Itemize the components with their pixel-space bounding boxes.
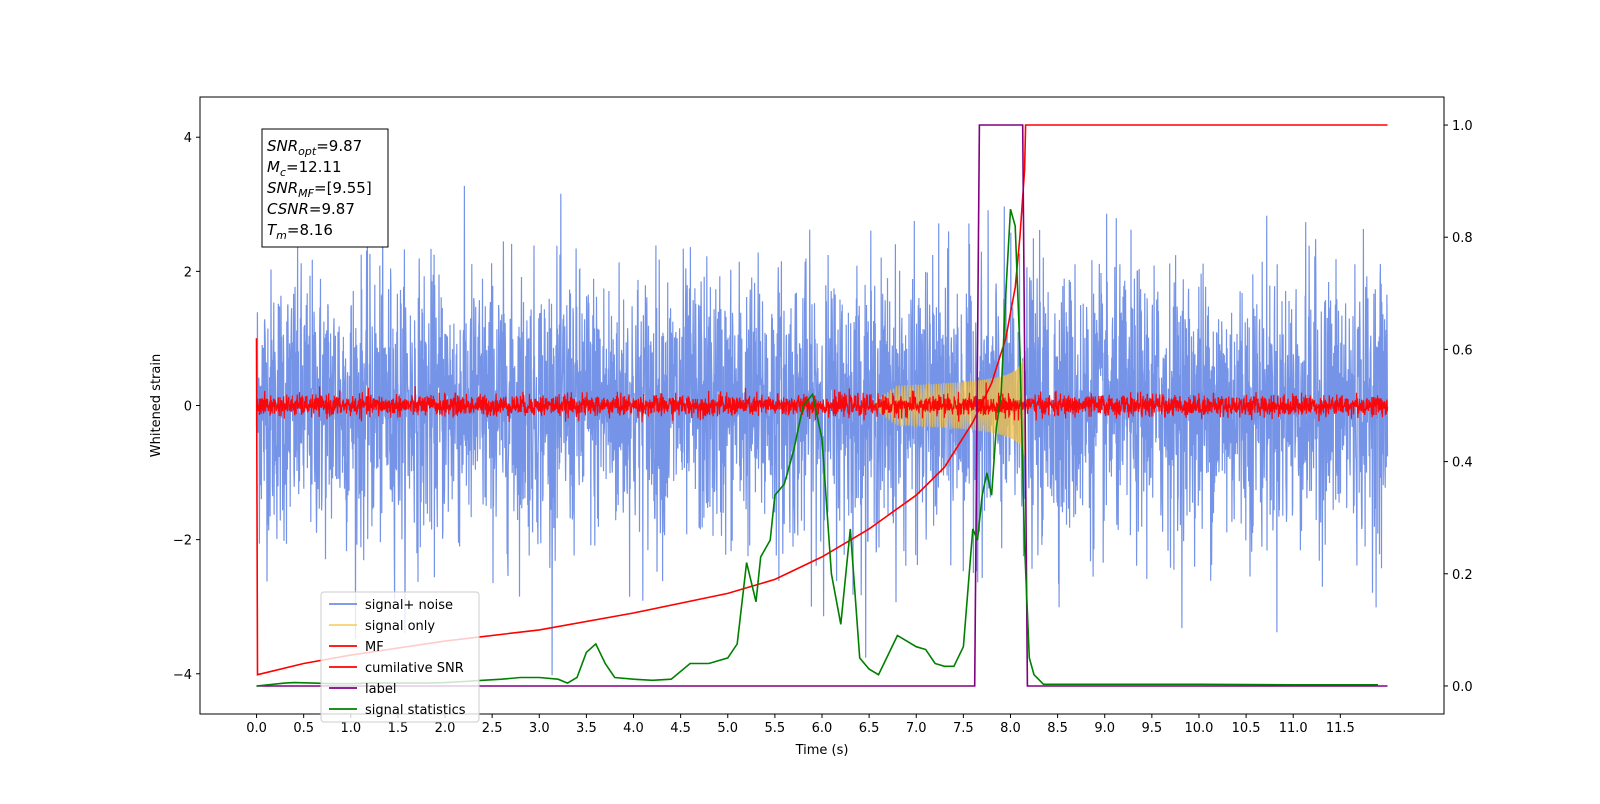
x-tick-label: 2.5 xyxy=(482,721,503,736)
y-tick-label: −2 xyxy=(173,534,192,549)
x-axis: 0.0 0.5 1.0 1.5 2.0 2.5 3.0 3.5 4.0 4.5 5.0 5.5 6.0 6… xyxy=(246,714,1355,736)
legend-frame xyxy=(320,591,480,723)
x-tick-label: 11.5 xyxy=(1326,721,1355,736)
x-tick-label: 3.0 xyxy=(529,721,550,736)
annotation-frame xyxy=(261,128,389,248)
legend-entry: signal+ noise xyxy=(365,598,453,613)
series-signal-noise xyxy=(255,185,1389,676)
y-tick-label: −4 xyxy=(173,668,192,683)
series-signal-only xyxy=(868,350,1027,461)
legend-entry: MF xyxy=(365,640,384,655)
y2-tick-label: 0.8 xyxy=(1452,231,1473,246)
legend-entry: signal only xyxy=(365,619,435,634)
x-tick-label: 2.0 xyxy=(435,721,456,736)
y-tick-label: 2 xyxy=(184,265,192,280)
legend-entry: signal statistics xyxy=(365,703,466,718)
x-tick-label: 3.5 xyxy=(576,721,597,736)
y-axis: −4 −2 0 2 4 xyxy=(173,131,200,683)
x-tick-label: 7.5 xyxy=(953,721,974,736)
x-tick-label: 7.0 xyxy=(906,721,927,736)
annotation-line: Mc=12.11 xyxy=(267,158,342,179)
legend-entry: cumilative SNR xyxy=(365,661,464,676)
series-signal-statistics xyxy=(256,208,1378,687)
x-tick-label: 10.5 xyxy=(1232,721,1261,736)
y-tick-label: 0 xyxy=(184,400,192,415)
x-tick-label: 5.0 xyxy=(717,721,738,736)
x-tick-label: 9.5 xyxy=(1142,721,1163,736)
series-mf xyxy=(255,382,1389,423)
x-tick-label: 6.0 xyxy=(812,721,833,736)
x-tick-label: 0.5 xyxy=(293,721,314,736)
x-tick-label: 8.0 xyxy=(1000,721,1021,736)
annotation-line: SNRMF=[9.55] xyxy=(267,179,372,200)
y2-tick-label: 0.0 xyxy=(1452,680,1473,695)
x-tick-label: 1.5 xyxy=(388,721,409,736)
y2-axis: 0.0 0.2 0.4 0.6 0.8 1.0 xyxy=(1444,119,1473,695)
x-tick-label: 4.0 xyxy=(623,721,644,736)
annotation-line: SNRopt=9.87 xyxy=(267,137,362,158)
x-tick-label: 4.5 xyxy=(670,721,691,736)
y2-tick-label: 0.4 xyxy=(1452,456,1473,471)
y-axis-label: Whitened strain xyxy=(149,354,164,457)
y2-tick-label: 0.2 xyxy=(1452,568,1473,583)
y2-tick-label: 0.6 xyxy=(1452,343,1473,358)
annotation-line: Tm=8.16 xyxy=(267,221,333,242)
x-tick-label: 5.5 xyxy=(765,721,786,736)
series-label xyxy=(256,124,1388,687)
y2-tick-label: 1.0 xyxy=(1452,119,1473,134)
x-axis-label: Time (s) xyxy=(795,743,849,758)
x-tick-label: 0.0 xyxy=(246,721,267,736)
legend-entry: label xyxy=(365,682,396,697)
x-tick-label: 1.0 xyxy=(340,721,361,736)
annotation-line: CSNR=9.87 xyxy=(267,200,355,218)
x-tick-label: 9.0 xyxy=(1094,721,1115,736)
x-tick-label: 10.0 xyxy=(1184,721,1213,736)
x-tick-label: 11.0 xyxy=(1279,721,1308,736)
y-tick-label: 4 xyxy=(184,131,192,146)
x-tick-label: 8.5 xyxy=(1047,721,1068,736)
x-tick-label: 6.5 xyxy=(859,721,880,736)
legend: signal+ noise signal only MF cumilative SNR… xyxy=(320,591,480,723)
annotation-box: SNRopt=9.87Mc=12.11SNRMF=[9.55]CSNR=9.87… xyxy=(261,128,389,248)
